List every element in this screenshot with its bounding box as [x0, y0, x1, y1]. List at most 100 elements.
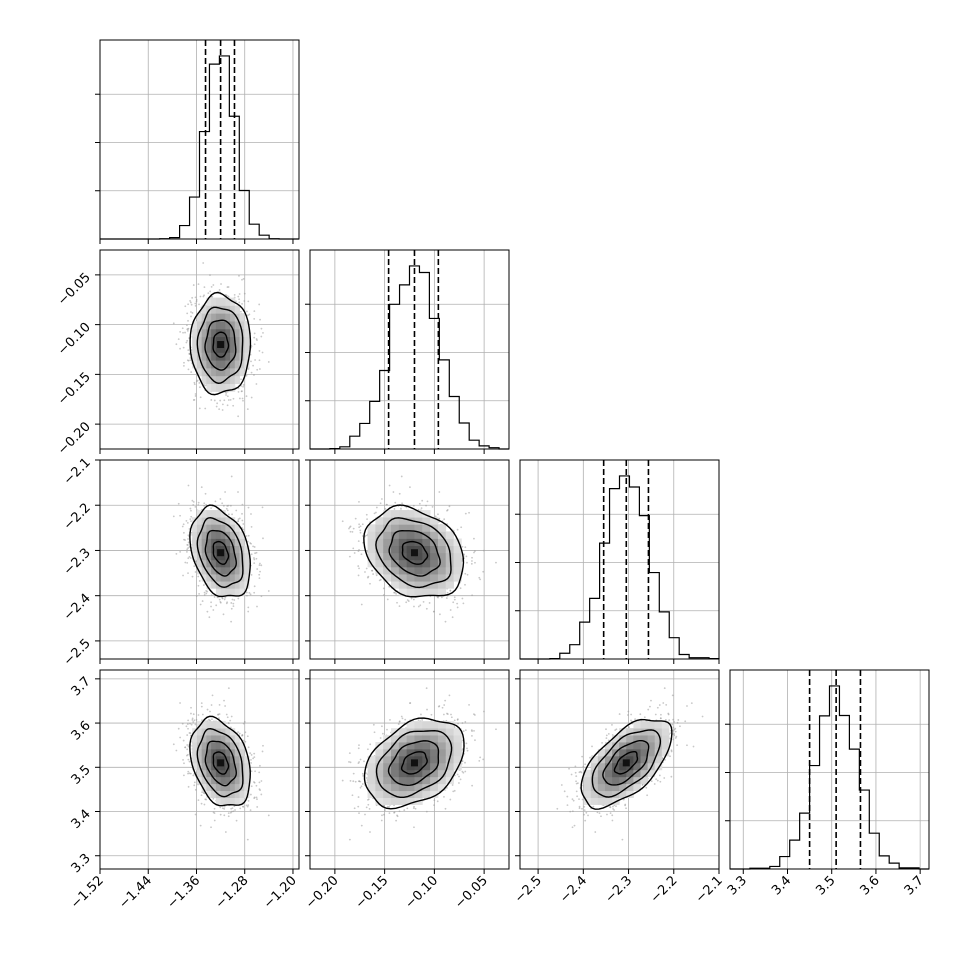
density-cell — [201, 328, 207, 338]
sample-point — [250, 573, 253, 576]
sample-point — [364, 571, 366, 573]
sample-point — [191, 296, 194, 299]
sample-point — [474, 550, 476, 552]
sample-point — [253, 317, 256, 320]
density-cell — [215, 559, 222, 568]
sample-point — [187, 547, 190, 549]
density-cell — [230, 538, 236, 547]
sample-point — [215, 405, 218, 408]
sample-point — [179, 550, 182, 553]
density-cell — [230, 545, 236, 554]
sample-point — [426, 500, 429, 503]
density-cell — [234, 588, 240, 596]
density-cell — [230, 352, 236, 361]
sample-point — [172, 322, 175, 325]
sample-point — [375, 574, 378, 577]
sample-point — [249, 593, 252, 596]
sample-point — [358, 526, 361, 529]
sample-point — [428, 602, 431, 604]
sample-point — [384, 507, 387, 510]
sample-point — [226, 601, 229, 604]
sample-point — [359, 525, 362, 528]
sample-point — [209, 290, 212, 293]
sample-point — [239, 807, 242, 810]
density-cell — [453, 559, 462, 568]
sample-point — [238, 274, 240, 277]
sample-point — [226, 509, 229, 512]
density-cell — [230, 328, 236, 338]
sample-point — [417, 605, 420, 608]
density-cell — [192, 321, 198, 330]
sample-point — [438, 491, 441, 493]
sample-point — [240, 378, 242, 381]
sample-point — [242, 384, 245, 386]
density-cell — [375, 524, 384, 532]
sample-point — [184, 561, 187, 564]
sample-point — [218, 598, 221, 601]
density-cell — [206, 313, 212, 322]
sample-point — [230, 620, 233, 623]
sample-point — [232, 404, 235, 407]
density-cell — [206, 566, 212, 575]
sample-point — [186, 744, 189, 746]
sample-point — [401, 502, 403, 505]
sample-point — [213, 819, 216, 822]
sample-point — [187, 349, 190, 352]
sample-point — [242, 277, 245, 280]
sample-point — [247, 610, 250, 613]
density-cell — [211, 375, 217, 385]
density-cell — [215, 297, 222, 306]
sample-point — [207, 292, 210, 295]
sample-point — [210, 399, 213, 401]
sample-point — [262, 537, 264, 540]
sample-point — [241, 390, 243, 393]
sample-point — [229, 504, 232, 507]
density-cell — [220, 313, 226, 322]
density-cell — [192, 538, 198, 547]
sample-point — [258, 564, 261, 567]
sample-point — [470, 562, 473, 565]
sample-point — [230, 602, 233, 604]
sample-point — [203, 286, 206, 289]
density-cell — [244, 336, 250, 345]
sample-point — [440, 596, 443, 599]
density-cell — [220, 297, 226, 306]
density-cell — [234, 574, 240, 582]
sample-point — [187, 719, 190, 722]
sample-point — [405, 601, 408, 604]
sample-point — [190, 520, 192, 523]
sample-point — [245, 591, 248, 594]
contour-line — [189, 504, 251, 598]
sample-point — [241, 503, 244, 506]
density-cell — [225, 574, 231, 582]
sample-point — [267, 590, 270, 592]
density-cell — [206, 517, 212, 525]
density-cell — [201, 559, 207, 568]
sample-point — [247, 606, 250, 609]
sample-point — [443, 518, 446, 521]
density-cell — [225, 581, 231, 589]
density-cell — [383, 510, 392, 518]
axes-frame — [99, 249, 300, 450]
sample-point — [230, 715, 233, 718]
sample-point — [197, 283, 200, 285]
density-cell — [239, 313, 245, 322]
sample-point — [261, 351, 264, 354]
density-cell — [406, 510, 415, 518]
sample-point — [189, 557, 192, 559]
sample-point — [375, 511, 377, 514]
density-cell — [383, 531, 392, 539]
density-cell — [220, 383, 226, 392]
density-cell — [206, 375, 212, 385]
sample-point — [366, 518, 368, 521]
density-cell — [220, 344, 226, 353]
sample-point — [200, 794, 203, 797]
sample-point — [198, 303, 200, 306]
density-cell — [453, 552, 462, 561]
sample-point — [460, 526, 463, 529]
sample-point — [203, 502, 206, 505]
sample-point — [244, 731, 247, 734]
density-cell — [234, 581, 240, 589]
density-cell — [234, 321, 240, 330]
sample-point — [409, 486, 411, 489]
